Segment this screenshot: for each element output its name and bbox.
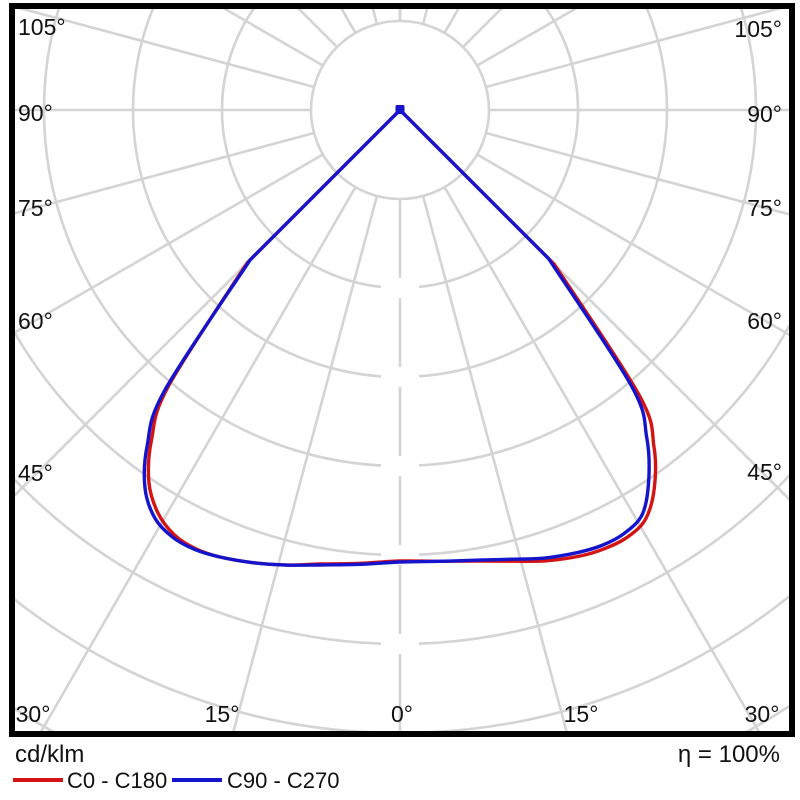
- series-curve-c0-c180: [146, 108, 658, 567]
- angle-label-left: 105°: [18, 14, 66, 40]
- series-curve-c90-c270: [142, 108, 651, 567]
- unit-label: cd/klm: [15, 741, 85, 768]
- polar-chart-canvas: 105° 90° 75° 60° 45° 105° 90° 75° 60° 45° 30° 15° 0°…: [9, 3, 795, 737]
- legend-label-c0-c180: C0 - C180: [67, 768, 168, 793]
- angle-label-left: 75°: [18, 195, 53, 221]
- grid-spoke: [485, 131, 789, 216]
- center-marker: [395, 105, 405, 114]
- polar-grid: [15, 9, 789, 731]
- grid-spoke: [476, 153, 789, 337]
- grid-spoke: [18, 9, 315, 89]
- ring-value-label-blank: [381, 456, 419, 476]
- ring-value-label-blank: [381, 634, 419, 654]
- angle-label-right: 60°: [747, 308, 782, 334]
- angle-label-right: 90°: [747, 101, 782, 127]
- angle-label-right: 75°: [747, 195, 782, 221]
- grid-spoke: [39, 186, 357, 731]
- angle-label-right: 105°: [734, 16, 782, 42]
- angle-label-bottom: 15°: [205, 701, 240, 727]
- angle-label-left: 60°: [18, 308, 53, 334]
- grid-spoke: [232, 195, 379, 731]
- angle-label-right: 45°: [747, 459, 782, 485]
- angle-label-bottom: 30°: [745, 701, 780, 727]
- grid-spoke: [443, 186, 761, 731]
- grid-spoke: [462, 172, 789, 501]
- angle-label-left: 45°: [18, 460, 53, 486]
- angle-label-bottom: 30°: [16, 701, 51, 727]
- legend-label-c90-c270: C90 - C270: [227, 768, 340, 793]
- angle-label-bottom: 15°: [564, 701, 599, 727]
- legend-swatch-c0-c180: [13, 778, 63, 782]
- chart-border: [9, 3, 795, 737]
- angle-label-bottom: 0°: [391, 701, 413, 727]
- ring-value-label-blank: [381, 278, 419, 298]
- legend-swatch-c90-c270: [172, 778, 222, 782]
- grid-spoke: [15, 131, 315, 215]
- efficiency-value: η = 100%: [677, 741, 780, 768]
- grid-spoke: [15, 172, 338, 497]
- polar-photometric-chart: 105° 90° 75° 60° 45° 105° 90° 75° 60° 45° 30° 15° 0°…: [9, 3, 795, 737]
- grid-spoke: [15, 153, 324, 334]
- grid-spoke: [485, 9, 782, 89]
- angle-label-left: 90°: [18, 100, 53, 126]
- grid-spoke: [421, 195, 568, 731]
- ring-value-label-blank: [381, 367, 419, 387]
